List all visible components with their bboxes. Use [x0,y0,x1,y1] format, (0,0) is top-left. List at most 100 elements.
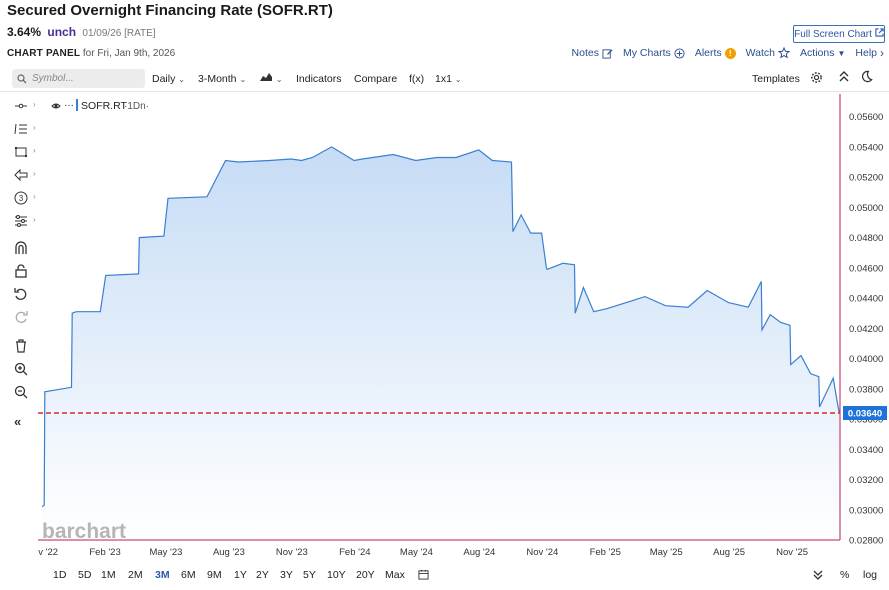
log-toggle[interactable]: log [863,569,878,581]
compare-button[interactable]: Compare [354,73,398,85]
svg-text:3: 3 [19,194,24,203]
price-chart[interactable]: 0.05600 0.05400 0.05200 0.05000 0.04800 0.046… [38,94,889,566]
symbol-search-input[interactable]: Symbol... [12,69,145,88]
x-tick-label: Nov '23 [276,547,308,558]
panel-links: Notes My Charts Alerts ! Watch Actions ▼… [572,46,884,60]
zoom-out-tool[interactable] [14,384,34,400]
collapse-tools[interactable]: « [14,413,34,429]
range-button-9m[interactable]: 9M [207,569,222,581]
my-charts-label: My Charts [622,47,671,59]
range-button-10y[interactable]: 10Y [327,569,346,581]
eye-icon[interactable] [51,103,61,109]
x-tick-label: May '23 [149,547,182,558]
layout-select[interactable]: 1x1 ⌄ [435,73,462,85]
layout-label: 1x1 [435,73,452,85]
range-button-5y[interactable]: 5Y [303,569,316,581]
sofr-area-fill [42,146,840,540]
notes-link[interactable]: Notes [572,47,613,59]
y-tick-label: 0.04200 [849,324,883,335]
percent-toggle[interactable]: % [840,569,850,581]
sofr-series-line [41,146,840,508]
y-tick-label: 0.03600 [849,415,883,426]
legend-symbol: SOFR.RT [81,100,127,112]
alerts-label: Alerts [694,47,722,59]
delete-tool[interactable] [14,338,34,354]
line-tool-icon [15,103,27,109]
shape-tool[interactable]: › [14,144,36,160]
collapse-icon[interactable] [838,70,850,86]
fib-tool[interactable]: › [14,121,36,137]
templates-button[interactable]: Templates [752,73,800,85]
range-button-1d[interactable]: 1D [53,569,67,581]
quote-meta: 01/09/26 [RATE] [82,28,156,39]
period-label: Daily [152,73,176,85]
redo-icon [15,311,28,323]
arrow-tool[interactable]: › [14,167,36,183]
chevron-down-icon: ⌄ [178,75,185,84]
range-button-max[interactable]: Max [385,569,405,581]
zoom-out-icon [14,385,28,399]
indicators-button[interactable]: Indicators [296,73,342,85]
settings-icon[interactable] [810,71,823,87]
range-button-1y[interactable]: 1Y [234,569,247,581]
search-placeholder: Symbol... [32,73,74,84]
zoom-in-tool[interactable] [14,361,34,377]
full-screen-chart-button[interactable]: Full Screen Chart [793,25,885,43]
number-tool[interactable]: 3 › [14,190,36,206]
star-icon [778,47,791,59]
range-button-2y[interactable]: 2Y [256,569,269,581]
alerts-link[interactable]: Alerts ! [695,47,736,59]
watch-link[interactable]: Watch [745,47,791,59]
undo-icon [14,288,27,300]
actions-label: Actions [800,47,835,59]
range-button-5d[interactable]: 5D [78,569,92,581]
y-tick-label: 0.05000 [849,203,883,214]
x-tick-label: Aug '24 [463,547,495,558]
full-screen-label: Full Screen Chart [794,28,872,40]
x-tick-label: Feb '25 [590,547,621,558]
range-button-6m[interactable]: 6M [181,569,196,581]
x-tick-label: May '24 [400,547,433,558]
external-link-icon [875,28,884,40]
dark-mode-icon[interactable] [860,70,873,86]
line-tool[interactable]: › [14,98,36,114]
undo-tool[interactable] [14,286,34,302]
period-select[interactable]: Daily ⌄ [152,73,185,85]
chart-type-select[interactable]: ⌄ [259,71,283,85]
range-button-2m[interactable]: 2M [128,569,143,581]
chevron-down-icon: ⌄ [454,75,462,84]
y-tick-label: 0.04000 [849,354,883,365]
pattern-tool[interactable]: › [14,213,36,229]
actions-menu[interactable]: Actions ▼ [800,47,845,59]
y-tick-label: 0.04600 [849,263,883,274]
watch-label: Watch [745,47,776,59]
range-select[interactable]: 3-Month ⌄ [198,73,246,85]
notes-label: Notes [571,47,599,59]
fx-button[interactable]: f(x) [409,73,425,85]
y-tick-label: 0.05400 [849,142,883,153]
plus-circle-icon [674,47,685,59]
last-price: 3.64% [7,25,42,39]
area-chart-icon [260,73,272,81]
my-charts-link[interactable]: My Charts [623,47,685,59]
range-button-1m[interactable]: 1M [101,569,116,581]
range-button-20y[interactable]: 20Y [356,569,375,581]
chevron-double-down-icon[interactable] [813,569,823,583]
range-button-3m[interactable]: 3M [155,569,170,581]
range-button-3y[interactable]: 3Y [280,569,293,581]
x-tick-label: Aug '23 [213,547,245,558]
y-tick-label: 0.03800 [849,384,883,395]
alert-icon: ! [724,47,736,59]
x-tick-label: Feb '24 [339,547,370,558]
magnet-tool[interactable] [14,240,34,256]
redo-tool[interactable] [14,309,34,325]
help-label: Help [855,47,877,59]
more-options-icon[interactable]: ··· [64,100,74,111]
calendar-icon[interactable] [418,569,429,583]
fibonacci-icon [14,123,27,135]
x-tick-label: Aug '25 [713,547,745,558]
trash-icon [16,339,26,353]
lock-tool[interactable] [14,263,34,279]
help-menu[interactable]: Help › [855,46,884,60]
chart-panel-date: for Fri, Jan 9th, 2026 [82,48,176,59]
